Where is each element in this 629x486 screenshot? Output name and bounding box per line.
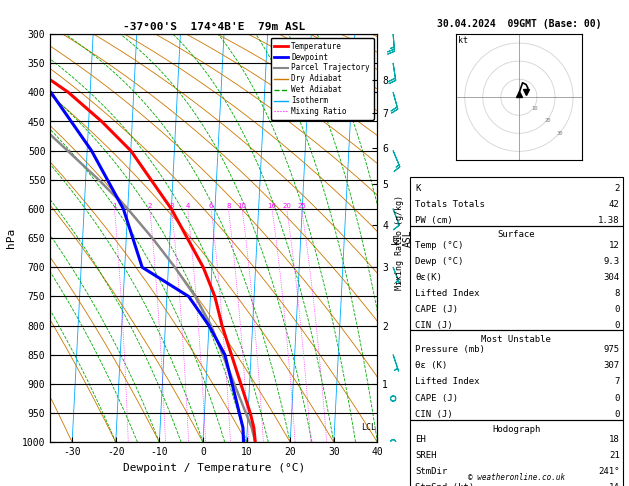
Text: 25: 25 [298,203,306,209]
Text: 975: 975 [603,346,620,354]
Text: 1: 1 [112,203,117,209]
Title: -37°00'S  174°4B'E  79m ASL: -37°00'S 174°4B'E 79m ASL [123,22,305,32]
Text: CIN (J): CIN (J) [415,321,453,330]
Text: SREH: SREH [415,451,437,460]
Text: Dewp (°C): Dewp (°C) [415,257,464,266]
Text: 14: 14 [609,484,620,486]
Text: Mixing Ratio (g/kg): Mixing Ratio (g/kg) [395,195,404,291]
Text: 0: 0 [614,305,620,314]
Text: 20: 20 [544,119,551,123]
Text: 0: 0 [614,321,620,330]
Text: K: K [415,184,421,192]
Text: 8: 8 [226,203,231,209]
Text: 6: 6 [209,203,213,209]
Text: 7: 7 [614,378,620,386]
Text: 2: 2 [148,203,152,209]
X-axis label: Dewpoint / Temperature (°C): Dewpoint / Temperature (°C) [123,463,305,473]
Text: Totals Totals: Totals Totals [415,200,485,208]
Text: 10: 10 [532,106,538,111]
Text: StmSpd (kt): StmSpd (kt) [415,484,474,486]
Text: 4: 4 [186,203,190,209]
Text: StmDir: StmDir [415,468,447,476]
Text: kt: kt [457,36,467,45]
Text: CAPE (J): CAPE (J) [415,305,458,314]
Text: θε(K): θε(K) [415,273,442,282]
Text: EH: EH [415,435,426,444]
Text: PW (cm): PW (cm) [415,216,453,225]
Text: Lifted Index: Lifted Index [415,289,480,298]
Text: 307: 307 [603,362,620,370]
Text: 30: 30 [557,131,564,136]
Text: 21: 21 [609,451,620,460]
Legend: Temperature, Dewpoint, Parcel Trajectory, Dry Adiabat, Wet Adiabat, Isotherm, Mi: Temperature, Dewpoint, Parcel Trajectory… [270,38,374,120]
Text: 241°: 241° [598,468,620,476]
Text: 10: 10 [238,203,247,209]
Text: 2: 2 [614,184,620,192]
Text: 20: 20 [282,203,291,209]
Text: Pressure (mb): Pressure (mb) [415,346,485,354]
Text: Surface: Surface [498,230,535,239]
Text: 9.3: 9.3 [603,257,620,266]
Text: 18: 18 [609,435,620,444]
Text: Hodograph: Hodograph [493,425,540,434]
Text: CAPE (J): CAPE (J) [415,394,458,402]
Text: © weatheronline.co.uk: © weatheronline.co.uk [469,473,565,482]
Y-axis label: hPa: hPa [6,228,16,248]
Text: 12: 12 [609,241,620,250]
Text: Lifted Index: Lifted Index [415,378,480,386]
Text: 16: 16 [267,203,277,209]
Y-axis label: km
ASL: km ASL [391,229,413,247]
Text: LCL: LCL [361,423,376,432]
Text: 304: 304 [603,273,620,282]
Text: 1.38: 1.38 [598,216,620,225]
Text: 0: 0 [614,410,620,418]
Text: Most Unstable: Most Unstable [481,335,552,344]
Text: Temp (°C): Temp (°C) [415,241,464,250]
Text: 8: 8 [614,289,620,298]
Text: 3: 3 [169,203,174,209]
Text: θε (K): θε (K) [415,362,447,370]
Text: 0: 0 [614,394,620,402]
Text: 30.04.2024  09GMT (Base: 00): 30.04.2024 09GMT (Base: 00) [437,19,601,30]
Text: 42: 42 [609,200,620,208]
Text: CIN (J): CIN (J) [415,410,453,418]
